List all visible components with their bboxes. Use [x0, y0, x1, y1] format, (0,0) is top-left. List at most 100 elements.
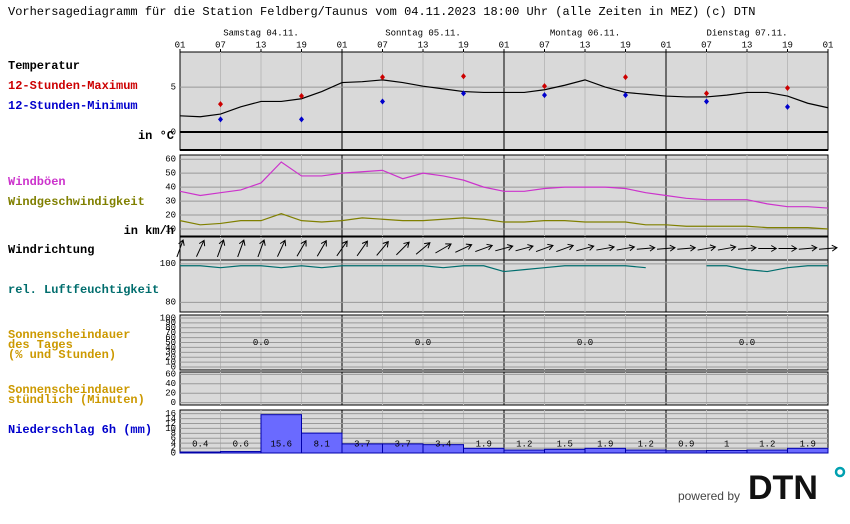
temp-marker: [218, 116, 223, 123]
wind-arrow: [737, 244, 757, 252]
y-tick-label: 0: [171, 398, 176, 408]
y-tick-label: 70: [165, 328, 176, 338]
temp-marker: [542, 83, 547, 90]
wind-arrow: [237, 239, 246, 258]
temp-marker: [218, 101, 223, 108]
value-label: 1.2: [759, 439, 775, 449]
value-label: 1.2: [638, 439, 654, 449]
wind-arrow: [216, 239, 226, 258]
precip-bar: [301, 432, 343, 454]
wind-arrow: [195, 239, 206, 257]
wind-arrow: [656, 244, 676, 252]
wind-arrow: [475, 243, 494, 253]
legend-label: 12-Stunden-Minimum: [8, 99, 138, 113]
panel-label: Sonnenscheindauer: [8, 383, 130, 397]
precip-bar: [179, 451, 221, 454]
y-tick-label: 14: [165, 414, 176, 424]
copyright: (c) DTN: [705, 5, 755, 19]
day-label: Samstag 04.11.: [223, 28, 299, 38]
y-tick-label: 0: [171, 362, 176, 372]
value-label: 1.5: [557, 439, 573, 449]
y-tick-label: 20: [165, 353, 176, 363]
wind-arrow: [495, 244, 514, 252]
wind-arrow: [257, 239, 266, 258]
temp-marker: [542, 92, 547, 99]
logo: DTN: [748, 469, 818, 507]
time-tick-label: 19: [620, 40, 631, 50]
temp-marker: [461, 90, 466, 97]
legend-label: 12-Stunden-Maximum: [8, 79, 138, 93]
y-tick-label: 10: [165, 358, 176, 368]
time-tick-label: 13: [742, 40, 753, 50]
temp-marker: [623, 92, 628, 99]
value-label: 0.9: [678, 439, 694, 449]
panel-label: des Tages: [8, 338, 73, 352]
wind-arrow: [596, 244, 616, 252]
y-tick-label: 100: [160, 313, 176, 323]
value-label: 1.2: [516, 439, 532, 449]
wind-arrow: [636, 244, 656, 252]
y-tick-label: 10: [165, 224, 176, 234]
value-label: 3.7: [395, 439, 411, 449]
y-tick-label: 8: [171, 429, 176, 439]
time-tick-label: 01: [499, 40, 510, 50]
time-tick-label: 07: [377, 40, 388, 50]
value-label: 3.4: [435, 439, 451, 449]
day-label: Sonntag 05.11.: [385, 28, 461, 38]
y-tick-label: 2: [171, 443, 176, 453]
temp-marker: [461, 73, 466, 80]
time-tick-label: 13: [580, 40, 591, 50]
y-tick-label: 100: [160, 259, 176, 269]
value-label: 8.1: [314, 439, 330, 449]
time-tick-label: 19: [296, 40, 307, 50]
wind-arrow: [176, 239, 185, 258]
wind-arrow: [576, 244, 595, 252]
wind-arrow: [455, 243, 473, 253]
y-tick-label: 5: [171, 82, 176, 92]
temp-marker: [299, 93, 304, 100]
time-tick-label: 01: [823, 40, 834, 50]
y-tick-label: 40: [165, 182, 176, 192]
time-tick-label: 19: [782, 40, 793, 50]
precip-bar: [746, 449, 788, 454]
value-label: 0.0: [253, 338, 269, 348]
value-label: 0.6: [233, 439, 249, 449]
y-tick-label: 50: [165, 169, 176, 179]
wind-arrow: [677, 244, 697, 252]
value-label: 0.0: [739, 338, 755, 348]
temp-marker: [380, 74, 385, 81]
temp-marker: [299, 116, 304, 123]
precip-bar: [625, 449, 667, 454]
value-label: 15.6: [270, 439, 292, 449]
wind-arrow: [336, 240, 348, 257]
series-line: [179, 161, 829, 209]
y-tick-label: 30: [165, 196, 176, 206]
y-tick-label: 10: [165, 424, 176, 434]
panel-label: Temperatur: [8, 59, 80, 73]
y-tick-label: 50: [165, 338, 176, 348]
precip-bar: [544, 448, 586, 454]
wind-arrow: [818, 244, 838, 252]
wind-arrow: [435, 243, 452, 254]
wind-arrow: [616, 244, 636, 252]
day-label: Dienstag 07.11.: [706, 28, 787, 38]
y-tick-label: 12: [165, 419, 176, 429]
time-tick-label: 19: [458, 40, 469, 50]
y-tick-label: 6: [171, 434, 176, 444]
y-tick-label: 30: [165, 348, 176, 358]
unit-label: in km/h: [124, 224, 174, 238]
series-line: [706, 265, 828, 273]
wind-arrow: [697, 244, 717, 252]
wind-arrow: [778, 245, 798, 252]
y-tick-label: 20: [165, 210, 176, 220]
time-tick-label: 13: [256, 40, 267, 50]
time-tick-label: 01: [175, 40, 186, 50]
time-tick-label: 07: [215, 40, 226, 50]
time-tick-label: 07: [701, 40, 712, 50]
temp-marker: [380, 98, 385, 105]
time-tick-label: 01: [661, 40, 672, 50]
precip-bar: [220, 451, 262, 454]
powered-by: powered by: [678, 489, 740, 503]
precip-bar: [503, 449, 545, 454]
